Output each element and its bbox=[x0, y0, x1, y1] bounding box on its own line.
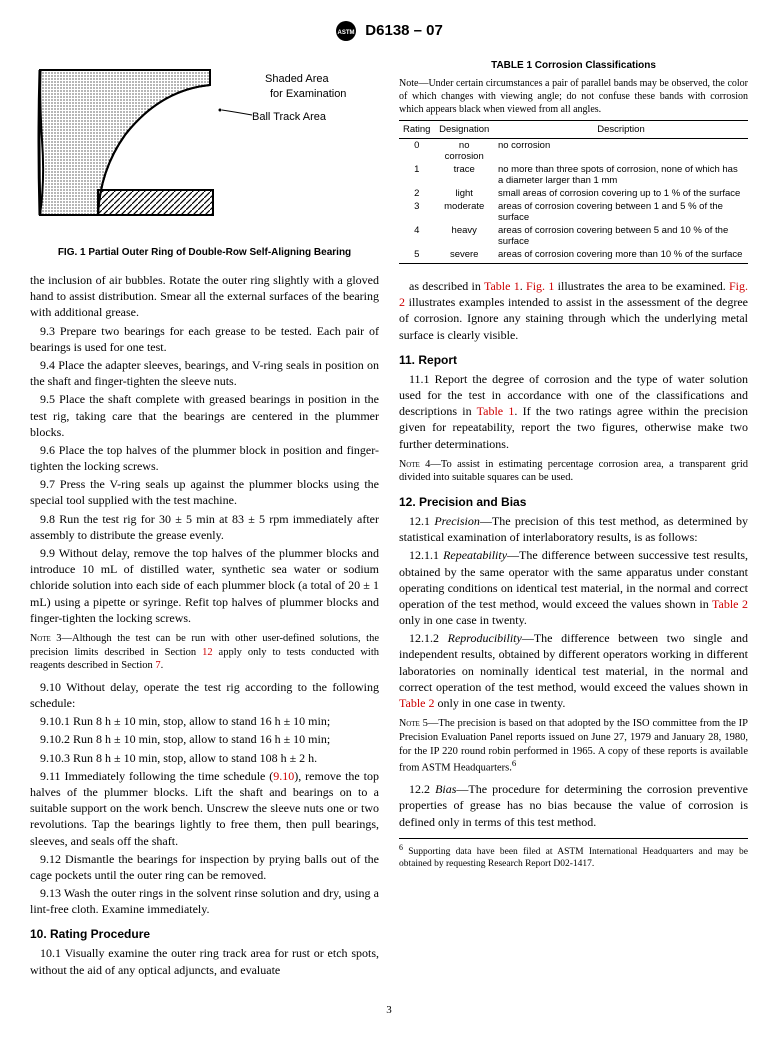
para-10-1: 10.1 Visually examine the outer ring tra… bbox=[30, 945, 379, 977]
para-12-1-2: 12.1.2 Reproducibility—The difference be… bbox=[399, 630, 748, 711]
note-4: Note 4—To assist in estimating percentag… bbox=[399, 458, 748, 485]
para-9-3: 9.3 Prepare two bearings for each grease… bbox=[30, 323, 379, 355]
para-9-12: 9.12 Dismantle the bearings for inspecti… bbox=[30, 851, 379, 883]
ref-fig-1[interactable]: Fig. 1 bbox=[526, 279, 554, 293]
para-12-1-1: 12.1.1 Repeatability—The difference betw… bbox=[399, 547, 748, 628]
figure-1-caption: FIG. 1 Partial Outer Ring of Double-Row … bbox=[30, 247, 379, 258]
table-row: 5severeareas of corrosion covering more … bbox=[399, 248, 748, 264]
table-row: 2lightsmall areas of corrosion covering … bbox=[399, 187, 748, 200]
table-col-description: Description bbox=[494, 121, 748, 139]
table-1-note: Note—Under certain circumstances a pair … bbox=[399, 77, 748, 116]
para-9-4: 9.4 Place the adapter sleeves, bearings,… bbox=[30, 357, 379, 389]
ref-9-10[interactable]: 9.10 bbox=[273, 769, 294, 783]
note-3: Note 3—Although the test can be run with… bbox=[30, 632, 379, 673]
fig-label-2: for Examination bbox=[270, 88, 346, 100]
page-header: ASTM D6138 – 07 bbox=[30, 20, 748, 42]
table-col-designation: Designation bbox=[434, 121, 494, 139]
ref-section-12[interactable]: 12 bbox=[202, 647, 213, 658]
para-9-8: 9.8 Run the test rig for 30 ± 5 min at 8… bbox=[30, 511, 379, 543]
para-9-10-1: 9.10.1 Run 8 h ± 10 min, stop, allow to … bbox=[30, 713, 379, 729]
header-designation: D6138 – 07 bbox=[365, 22, 443, 39]
ref-table-2a[interactable]: Table 2 bbox=[712, 597, 748, 611]
content-columns: Shaded Area for Examination Ball Track A… bbox=[30, 60, 748, 980]
table-row: 1traceno more than three spots of corros… bbox=[399, 163, 748, 187]
para-12-1: 12.1 Precision—The precision of this tes… bbox=[399, 513, 748, 545]
figure-1: Shaded Area for Examination Ball Track A… bbox=[30, 60, 379, 239]
ref-table-1b[interactable]: Table 1 bbox=[477, 404, 515, 418]
left-column: Shaded Area for Examination Ball Track A… bbox=[30, 60, 379, 980]
svg-text:ASTM: ASTM bbox=[338, 30, 355, 36]
para-9-2-cont: the inclusion of air bubbles. Rotate the… bbox=[30, 272, 379, 321]
table-row: 0no corrosionno corrosion bbox=[399, 139, 748, 164]
right-column: TABLE 1 Corrosion Classifications Note—U… bbox=[399, 60, 748, 980]
astm-logo-icon: ASTM bbox=[335, 20, 357, 42]
para-9-10: 9.10 Without delay, operate the test rig… bbox=[30, 679, 379, 711]
para-11-1: 11.1 Report the degree of corrosion and … bbox=[399, 371, 748, 452]
para-9-10-2: 9.10.2 Run 8 h ± 10 min, stop, allow to … bbox=[30, 731, 379, 747]
note-5: Note 5—The precision is based on that ad… bbox=[399, 717, 748, 775]
table-row: 4heavyareas of corrosion covering betwee… bbox=[399, 224, 748, 248]
para-9-9: 9.9 Without delay, remove the top halves… bbox=[30, 545, 379, 626]
ref-table-1a[interactable]: Table 1 bbox=[484, 279, 520, 293]
section-10-heading: 10. Rating Procedure bbox=[30, 927, 379, 941]
section-11-heading: 11. Report bbox=[399, 353, 748, 367]
table-col-rating: Rating bbox=[399, 121, 434, 139]
footnote-6: 6 Supporting data have been filed at AST… bbox=[399, 838, 748, 871]
table-row: 3moderateareas of corrosion covering bet… bbox=[399, 200, 748, 224]
para-12-2: 12.2 Bias—The procedure for determining … bbox=[399, 781, 748, 830]
table-1-title: TABLE 1 Corrosion Classifications bbox=[399, 60, 748, 71]
para-9-13: 9.13 Wash the outer rings in the solvent… bbox=[30, 885, 379, 917]
para-9-10-3: 9.10.3 Run 8 h ± 10 min, stop, allow to … bbox=[30, 750, 379, 766]
page-number: 3 bbox=[30, 1004, 748, 1016]
fig-label-1: Shaded Area bbox=[265, 73, 329, 85]
section-12-heading: 12. Precision and Bias bbox=[399, 495, 748, 509]
table-1: Rating Designation Description 0no corro… bbox=[399, 120, 748, 264]
ref-table-2b[interactable]: Table 2 bbox=[399, 696, 434, 710]
para-9-6: 9.6 Place the top halves of the plummer … bbox=[30, 442, 379, 474]
para-9-11: 9.11 Immediately following the time sche… bbox=[30, 768, 379, 849]
fig-label-3: Ball Track Area bbox=[252, 111, 327, 123]
para-9-7: 9.7 Press the V-ring seals up against th… bbox=[30, 476, 379, 508]
para-rating-cont: as described in Table 1. Fig. 1 illustra… bbox=[399, 278, 748, 343]
para-9-5: 9.5 Place the shaft complete with grease… bbox=[30, 391, 379, 440]
